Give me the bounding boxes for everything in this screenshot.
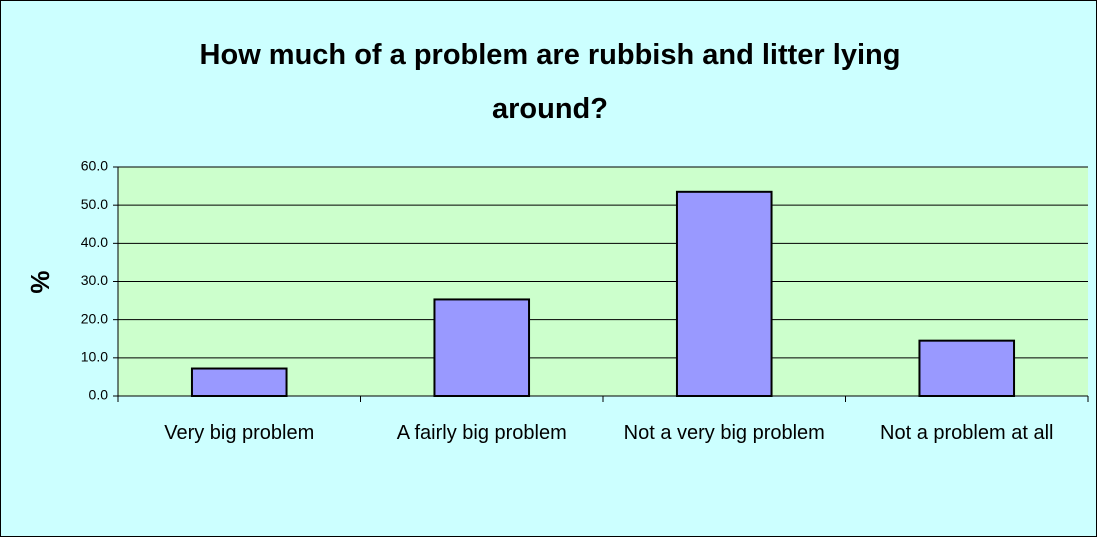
x-tick-label: Not a very big problem	[623, 422, 825, 444]
y-tick-label: 0.0	[89, 387, 109, 403]
bar	[675, 190, 773, 397]
x-tick-label: Not a problem at all	[880, 422, 1054, 444]
x-tick-label: A fairly big problem	[396, 422, 567, 444]
x-tick-label: Very big problem	[164, 422, 315, 444]
y-tick-label: 50.0	[81, 196, 108, 212]
y-tick-label: 20.0	[81, 310, 108, 326]
y-tick-label: 60.0	[81, 158, 108, 174]
y-tick-label: 30.0	[81, 272, 108, 288]
bar	[918, 339, 1016, 397]
bar	[433, 298, 531, 397]
bar	[190, 367, 288, 397]
y-tick-label: 40.0	[81, 234, 108, 250]
chart-title: How much of a problem are rubbish and li…	[199, 39, 901, 125]
y-tick-label: 10.0	[81, 349, 108, 365]
y-axis-label: %	[25, 270, 55, 293]
